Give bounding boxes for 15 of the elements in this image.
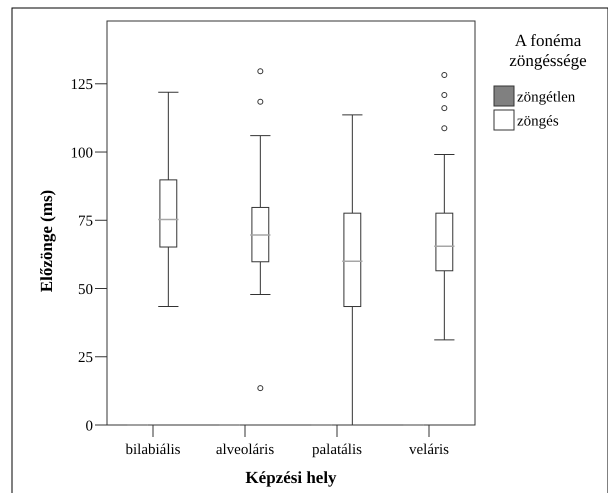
x-axis-title: Képzési hely	[245, 468, 338, 487]
legend-label: zöngétlen	[517, 89, 576, 106]
y-tick-label: 75	[78, 214, 93, 230]
y-tick-label: 100	[70, 145, 93, 162]
x-tick-label: veláris	[409, 442, 450, 458]
y-tick-label: 50	[78, 282, 93, 298]
y-tick-label: 125	[70, 77, 93, 94]
legend-label: zöngés	[517, 113, 559, 130]
x-tick-label: palatális	[312, 442, 362, 458]
x-tick-label: alveoláris	[216, 442, 274, 458]
legend-title: A fonéma zöngéssége	[509, 31, 587, 70]
y-axis-title: Előzönge (ms)	[37, 190, 56, 292]
y-tick-label: 0	[86, 418, 93, 434]
y-tick-label: 25	[78, 350, 93, 366]
x-tick-label: bilabiális	[126, 442, 181, 458]
